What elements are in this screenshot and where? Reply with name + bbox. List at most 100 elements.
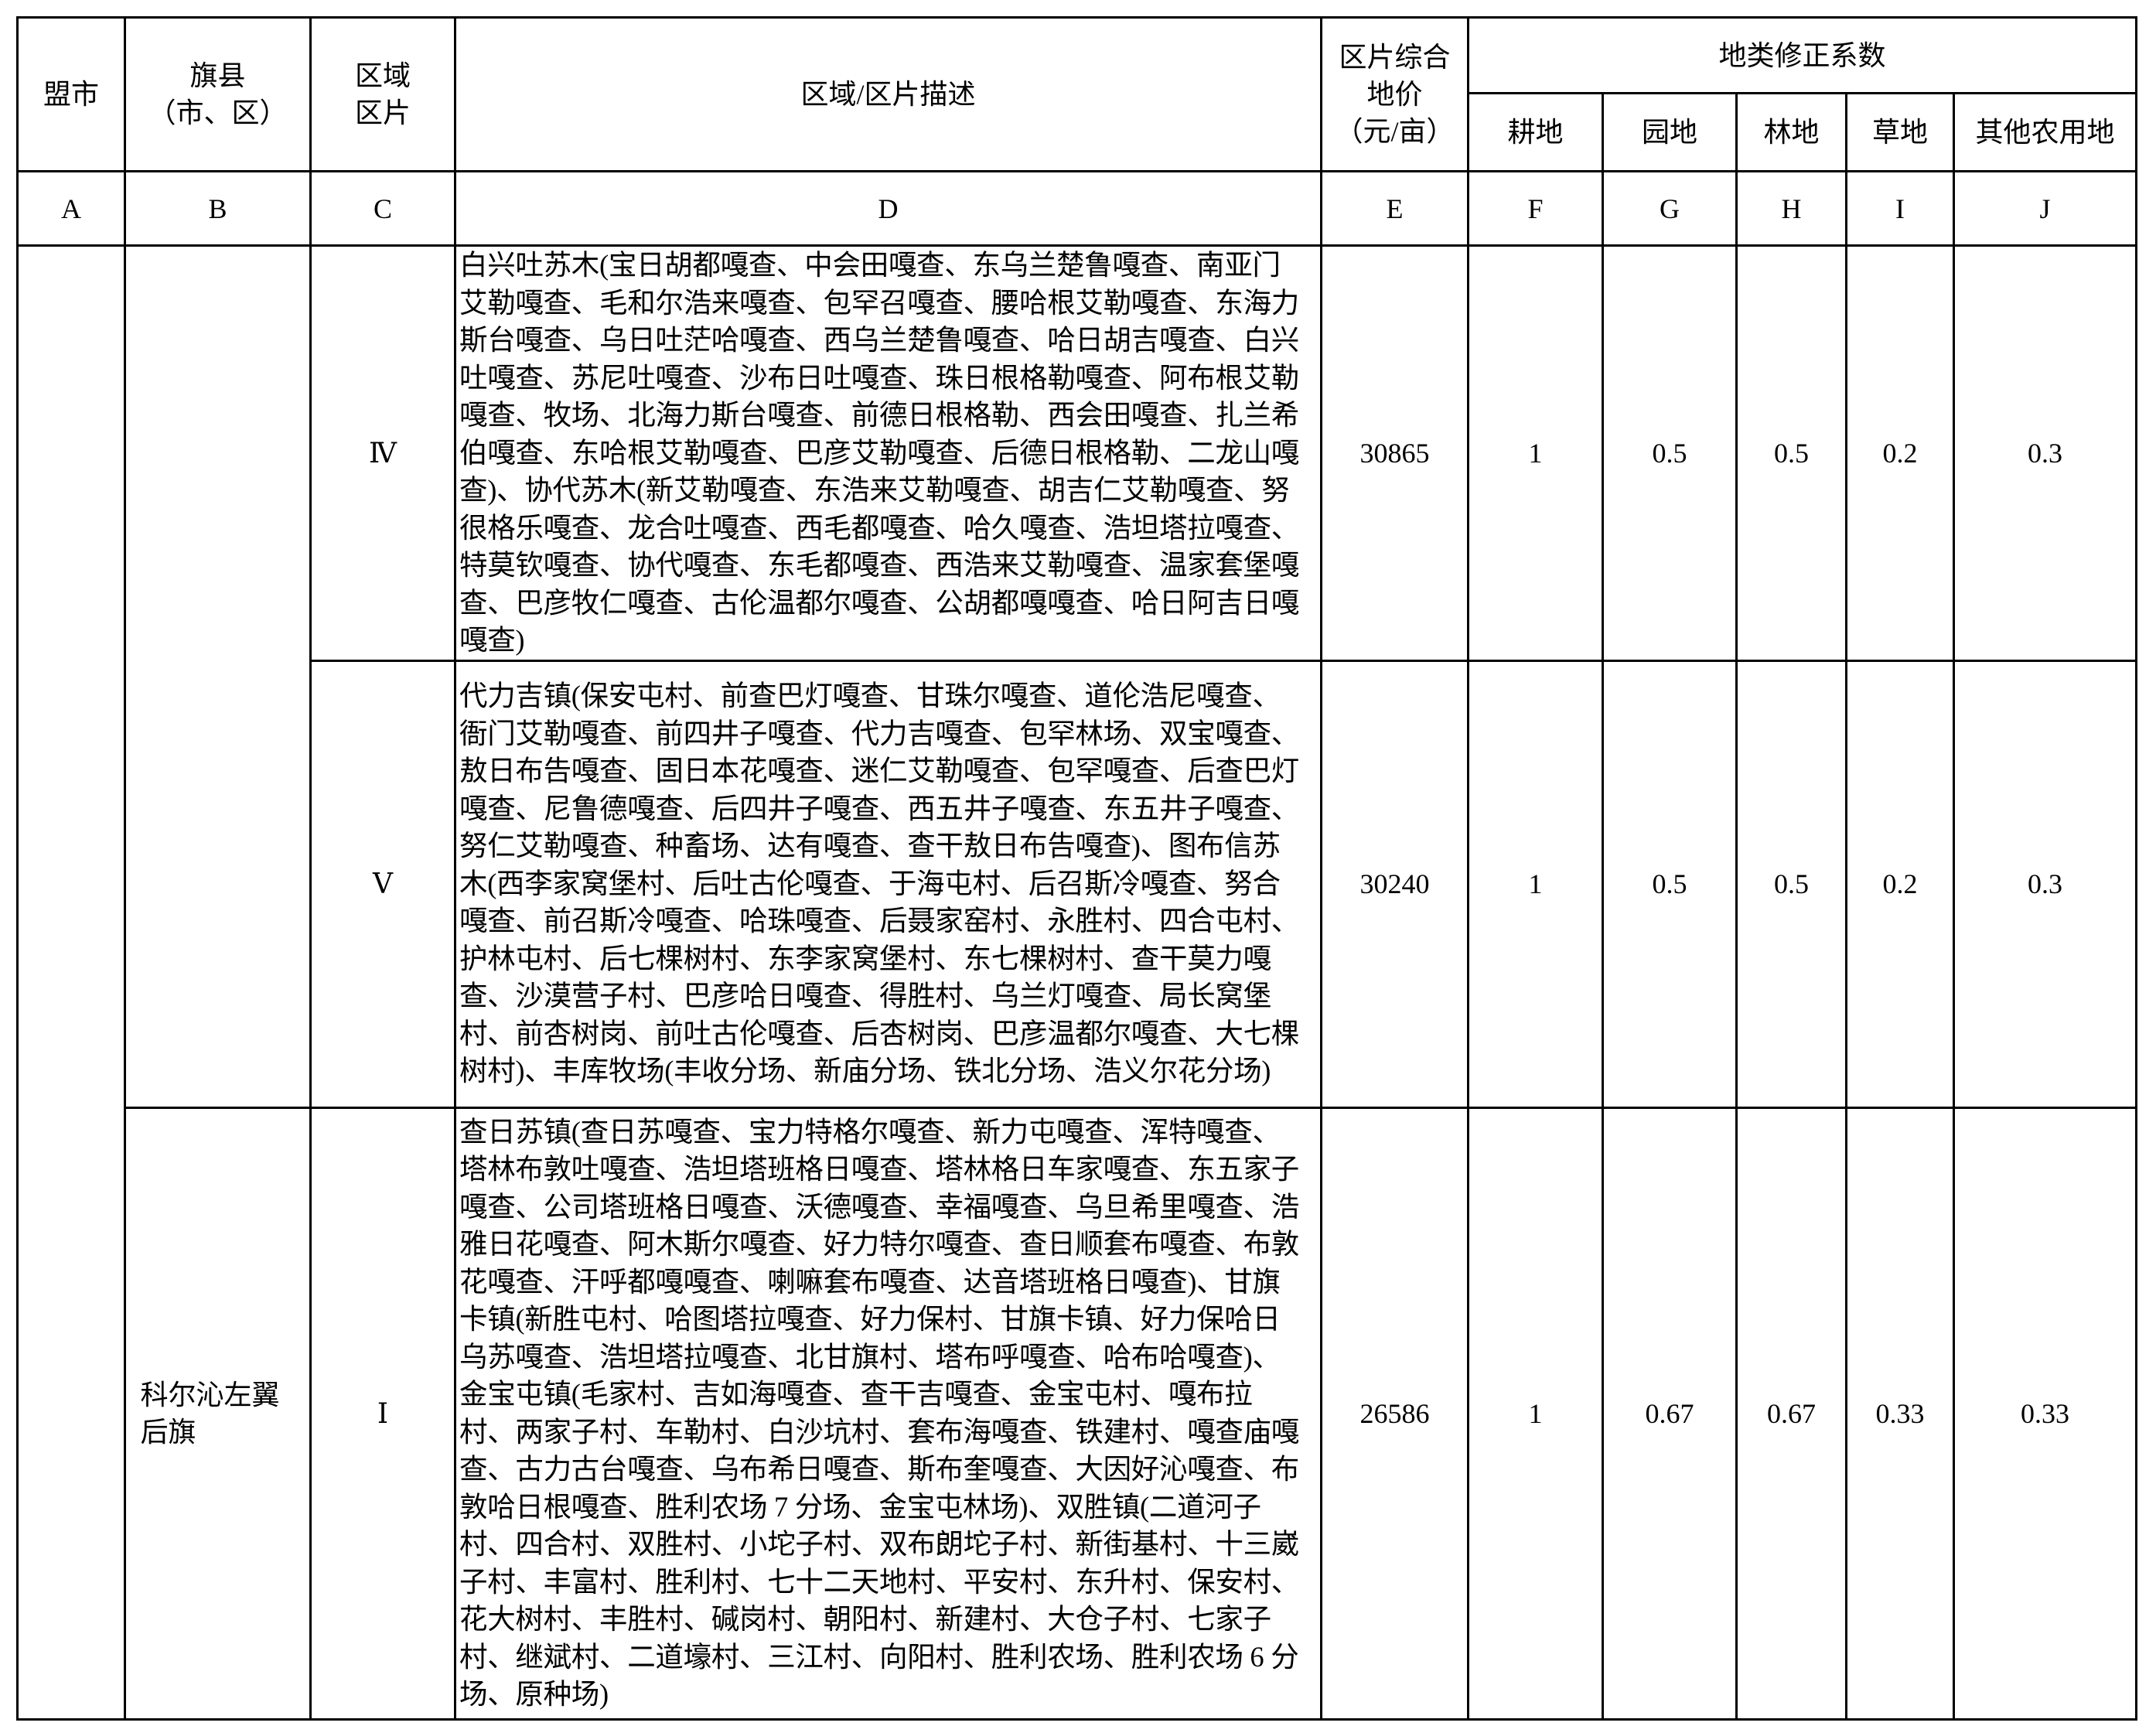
description-line: 嘎查、尼鲁德嘎查、后四井子嘎查、西五井子嘎查、东五井子嘎查、	[459, 792, 1299, 824]
header-county-line: （市、区）	[148, 97, 288, 128]
description-line: 嘎查、牧场、北海力斯台嘎查、前德日根格勒、西会田嘎查、扎兰希	[459, 399, 1299, 431]
header-coef-group: 地类修正系数	[1466, 16, 2138, 94]
description-line: 场、原种场)	[459, 1678, 609, 1710]
description-line: 护林屯村、后七棵树村、东李家窝堡村、东七棵树村、查干莫力嘎	[459, 942, 1271, 974]
zone-cell: Ⅴ	[309, 659, 456, 1109]
description-line: 很格乐嘎查、龙合吐嘎查、西毛都嘎查、哈久嘎查、浩坦塔拉嘎查、	[459, 511, 1299, 544]
description-line: 村、前杏树岗、前吐古伦嘎查、后杏树岗、巴彦温都尔嘎查、大七棵	[459, 1017, 1299, 1049]
header-zone-line: 区域	[354, 60, 411, 91]
league-cell	[16, 244, 126, 1721]
description-line: 代力吉镇(保安屯村、前查巴灯嘎查、甘珠尔嘎查、道伦浩尼嘎查、	[459, 680, 1281, 712]
description-line: 金宝屯镇(毛家村、吉如海嘎查、查干吉嘎查、金宝屯村、嘎布拉	[459, 1378, 1253, 1410]
header-zone: 区域 区片	[309, 16, 456, 172]
description-line: 子村、丰富村、胜利村、七十二天地村、平安村、东升村、保安村、	[459, 1565, 1299, 1598]
price-cell: 30865	[1320, 244, 1469, 662]
description-cell: 查日苏镇(查日苏嘎查、宝力特格尔嘎查、新力屯嘎查、浑特嘎查、 塔林布敦吐嘎查、浩坦…	[454, 1106, 1322, 1721]
coef-garden-cell: 0.5	[1602, 244, 1738, 662]
coef-forest-cell: 0.5	[1735, 244, 1847, 662]
table-row: Ⅴ 代力吉镇(保安屯村、前查巴灯嘎查、甘珠尔嘎查、道伦浩尼嘎查、 衙门艾勒嘎查、前…	[18, 659, 2138, 1109]
description-line: 村、两家子村、车勒村、白沙坑村、套布海嘎查、铁建村、嘎查庙嘎	[459, 1415, 1299, 1448]
header-price-line: 地价	[1366, 79, 1423, 110]
header-row-1: 盟市 旗县 （市、区） 区域 区片 区域/区片描述 区片综合 地价 （元/亩） …	[16, 16, 2138, 172]
coef-other-cell: 0.3	[1952, 244, 2138, 662]
coef-garden-cell: 0.67	[1602, 1106, 1738, 1721]
header-coef-forest: 林地	[1735, 92, 1847, 172]
description-line: 艾勒嘎查、毛和尔浩来嘎查、包罕召嘎查、腰哈根艾勒嘎查、东海力	[459, 286, 1299, 319]
description-cell: 代力吉镇(保安屯村、前查巴灯嘎查、甘珠尔嘎查、道伦浩尼嘎查、 衙门艾勒嘎查、前四井…	[454, 659, 1322, 1109]
coef-grass-cell: 0.2	[1845, 244, 1955, 662]
coef-garden-cell: 0.5	[1602, 659, 1738, 1109]
description-line: 努仁艾勒嘎查、种畜场、达有嘎查、查干敖日布告嘎查)、图布信苏	[459, 830, 1281, 862]
description-line: 塔林布敦吐嘎查、浩坦塔班格日嘎查、塔林格日车家嘎查、东五家子	[459, 1153, 1299, 1185]
letter-cell: D	[454, 170, 1322, 247]
coef-cultivated-cell: 1	[1467, 1106, 1604, 1721]
description-line: 查日苏镇(查日苏嘎查、宝力特格尔嘎查、新力屯嘎查、浑特嘎查、	[459, 1115, 1281, 1148]
county-name: 科尔沁左翼后旗	[140, 1379, 280, 1448]
coef-other-cell: 0.33	[1952, 1106, 2138, 1721]
county-cell: 科尔沁左翼后旗	[124, 1106, 312, 1721]
land-price-table: 盟市 旗县 （市、区） 区域 区片 区域/区片描述 区片综合 地价 （元/亩） …	[16, 16, 2138, 1721]
header-coef-grass: 草地	[1845, 92, 1955, 172]
price-cell: 30240	[1320, 659, 1469, 1109]
description-line: 树村)、丰库牧场(丰收分场、新庙分场、铁北分场、浩义尔花分场)	[459, 1055, 1271, 1087]
description-line: 村、四合村、双胜村、小坨子村、双布朗坨子村、新街基村、十三崴	[459, 1528, 1299, 1560]
description-line: 吐嘎查、苏尼吐嘎查、沙布日吐嘎查、珠日根格勒嘎查、阿布根艾勒	[459, 361, 1299, 394]
letter-cell: H	[1735, 170, 1847, 247]
description-line: 查、沙漠营子村、巴彦哈日嘎查、得胜村、乌兰灯嘎查、局长窝堡	[459, 980, 1271, 1012]
header-county-line: 旗县	[189, 60, 246, 91]
coef-forest-cell: 0.67	[1735, 1106, 1847, 1721]
letter-cell: I	[1845, 170, 1955, 247]
county-cell	[124, 244, 312, 1109]
letter-cell: C	[309, 170, 456, 247]
letter-cell: G	[1602, 170, 1738, 247]
description-line: 衙门艾勒嘎查、前四井子嘎查、代力吉嘎查、包罕林场、双宝嘎查、	[459, 717, 1299, 749]
description-cell: 白兴吐苏木(宝日胡都嘎查、中会田嘎查、东乌兰楚鲁嘎查、南亚门 艾勒嘎查、毛和尔浩来…	[454, 244, 1322, 662]
header-price-line: 区片综合	[1339, 42, 1451, 73]
description-line: 雅日花嘎查、阿木斯尔嘎查、好力特尔嘎查、查日顺套布嘎查、布敦	[459, 1228, 1299, 1260]
coef-cultivated-cell: 1	[1467, 659, 1604, 1109]
letter-cell: E	[1320, 170, 1469, 247]
zone-cell: Ⅰ	[309, 1106, 456, 1721]
description-line: 特莫钦嘎查、协代嘎查、东毛都嘎查、西浩来艾勒嘎查、温家套堡嘎	[459, 549, 1299, 581]
header-county: 旗县 （市、区）	[124, 16, 312, 172]
description-line: 花嘎查、汗呼都嘎嘎查、喇嘛套布嘎查、达音塔班格日嘎查)、甘旗	[459, 1265, 1281, 1298]
letters-row: A B C D E F G H I J	[16, 170, 2138, 247]
description-line: 花大树村、丰胜村、碱岗村、朝阳村、新建村、大仓子村、七家子	[459, 1603, 1271, 1635]
header-description: 区域/区片描述	[454, 16, 1322, 172]
header-price-line: （元/亩）	[1335, 116, 1455, 147]
description-line: 查)、协代苏木(新艾勒嘎查、东浩来艾勒嘎查、胡吉仁艾勒嘎查、努	[459, 474, 1290, 506]
table-row: 科尔沁左翼后旗 Ⅰ 查日苏镇(查日苏嘎查、宝力特格尔嘎查、新力屯嘎查、浑特嘎查、…	[18, 1106, 2138, 1721]
letter-cell: F	[1467, 170, 1604, 247]
description-line: 伯嘎查、东哈根艾勒嘎查、巴彦艾勒嘎查、后德日根格勒、二龙山嘎	[459, 436, 1299, 469]
description-line: 村、继斌村、二道壕村、三江村、向阳村、胜利农场、胜利农场 6 分	[459, 1640, 1299, 1673]
description-line: 乌苏嘎查、浩坦塔拉嘎查、北甘旗村、塔布呼嘎查、哈布哈嘎查)、	[459, 1340, 1281, 1373]
coef-cultivated-cell: 1	[1467, 244, 1604, 662]
letter-cell: A	[16, 170, 126, 247]
letter-cell: J	[1952, 170, 2138, 247]
coef-grass-cell: 0.33	[1845, 1106, 1955, 1721]
description-line: 敦哈日根嘎查、胜利农场 7 分场、金宝屯林场)、双胜镇(二道河子	[459, 1490, 1261, 1523]
description-line: 查、巴彦牧仁嘎查、古伦温都尔嘎查、公胡都嘎嘎查、哈日阿吉日嘎	[459, 586, 1299, 619]
header-zone-line: 区片	[354, 97, 411, 128]
coef-forest-cell: 0.5	[1735, 659, 1847, 1109]
description-line: 木(西李家窝堡村、后吐古伦嘎查、于海屯村、后召斯冷嘎查、努合	[459, 867, 1281, 899]
description-line: 白兴吐苏木(宝日胡都嘎查、中会田嘎查、东乌兰楚鲁嘎查、南亚门	[459, 249, 1281, 281]
header-row-2: 耕地 园地 林地 草地 其他农用地	[18, 92, 2138, 172]
header-price: 区片综合 地价 （元/亩）	[1320, 16, 1469, 172]
price-cell: 26586	[1320, 1106, 1469, 1721]
header-coef-cultivated: 耕地	[1467, 92, 1604, 172]
description-line: 敖日布告嘎查、固日本花嘎查、迷仁艾勒嘎查、包罕嘎查、后查巴灯	[459, 755, 1299, 787]
description-line: 斯台嘎查、乌日吐茫哈嘎查、西乌兰楚鲁嘎查、哈日胡吉嘎查、白兴	[459, 324, 1299, 356]
header-coef-garden: 园地	[1602, 92, 1738, 172]
description-line: 嘎查、前召斯冷嘎查、哈珠嘎查、后聂家窑村、永胜村、四合屯村、	[459, 905, 1299, 937]
coef-grass-cell: 0.2	[1845, 659, 1955, 1109]
coef-other-cell: 0.3	[1952, 659, 2138, 1109]
table-row: Ⅳ 白兴吐苏木(宝日胡都嘎查、中会田嘎查、东乌兰楚鲁嘎查、南亚门 艾勒嘎查、毛和尔…	[16, 244, 2138, 1721]
description-line: 卡镇(新胜屯村、哈图塔拉嘎查、好力保村、甘旗卡镇、好力保哈日	[459, 1303, 1281, 1335]
zone-cell: Ⅳ	[309, 244, 456, 662]
description-line: 嘎查、公司塔班格日嘎查、沃德嘎查、幸福嘎查、乌旦希里嘎查、浩	[459, 1190, 1299, 1223]
description-line: 嘎查)	[459, 624, 525, 656]
description-line: 查、古力古台嘎查、乌布希日嘎查、斯布奎嘎查、大因好沁嘎查、布	[459, 1453, 1299, 1485]
letter-cell: B	[124, 170, 312, 247]
header-coef-other: 其他农用地	[1952, 92, 2138, 172]
